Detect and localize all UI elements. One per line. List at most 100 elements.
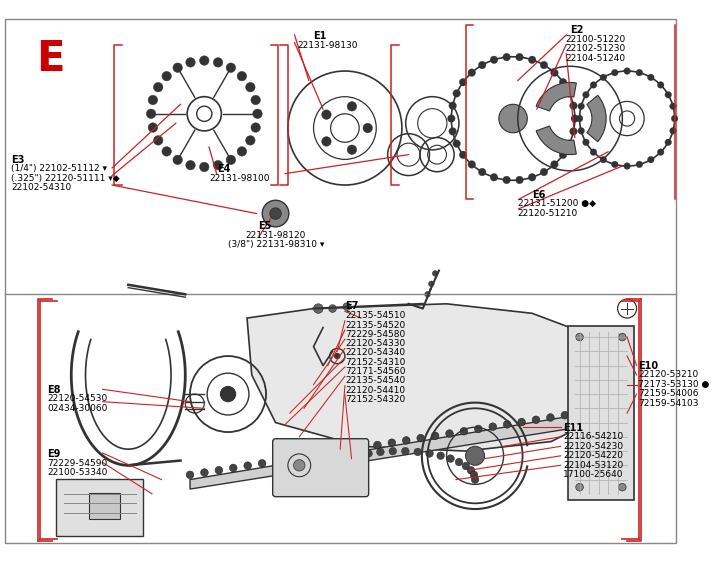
Text: E3: E3 — [11, 155, 25, 165]
Circle shape — [624, 163, 630, 169]
Circle shape — [258, 460, 266, 467]
Circle shape — [647, 74, 654, 81]
Circle shape — [377, 448, 384, 456]
Circle shape — [590, 407, 597, 414]
Circle shape — [604, 405, 612, 412]
Text: E5: E5 — [258, 221, 272, 231]
Circle shape — [447, 455, 455, 463]
Circle shape — [246, 135, 255, 145]
Wedge shape — [536, 83, 576, 111]
Circle shape — [636, 161, 643, 167]
Text: 22120-51210: 22120-51210 — [518, 209, 578, 218]
Circle shape — [459, 151, 467, 158]
Circle shape — [590, 149, 597, 156]
Circle shape — [402, 447, 409, 455]
Circle shape — [335, 458, 343, 466]
Circle shape — [468, 161, 475, 168]
Text: 22131-51200 ●◆: 22131-51200 ●◆ — [518, 200, 596, 209]
Circle shape — [226, 155, 236, 165]
Circle shape — [619, 483, 626, 491]
Circle shape — [551, 69, 558, 76]
Circle shape — [578, 103, 584, 110]
Circle shape — [426, 450, 433, 457]
Circle shape — [244, 462, 251, 469]
Circle shape — [578, 128, 584, 134]
Circle shape — [583, 139, 589, 146]
Text: 22102-51230: 22102-51230 — [566, 44, 626, 53]
Circle shape — [490, 174, 498, 181]
Circle shape — [173, 63, 183, 72]
Text: 22135-54520: 22135-54520 — [345, 321, 405, 330]
Circle shape — [334, 353, 340, 359]
Circle shape — [321, 137, 332, 146]
Circle shape — [465, 446, 485, 465]
Polygon shape — [247, 304, 608, 451]
Circle shape — [619, 333, 626, 341]
Circle shape — [246, 83, 255, 92]
Wedge shape — [536, 126, 576, 155]
Circle shape — [559, 79, 567, 86]
Circle shape — [253, 109, 262, 119]
Circle shape — [478, 168, 486, 176]
Circle shape — [200, 162, 209, 172]
Circle shape — [364, 450, 372, 457]
Circle shape — [431, 432, 439, 439]
Text: E9: E9 — [47, 449, 61, 459]
Text: 72171-54560: 72171-54560 — [345, 367, 405, 376]
Circle shape — [215, 466, 223, 474]
Circle shape — [330, 448, 338, 456]
Circle shape — [301, 452, 309, 460]
Circle shape — [669, 128, 677, 134]
Circle shape — [516, 176, 523, 184]
Text: 72229-54580: 72229-54580 — [345, 330, 405, 339]
Circle shape — [503, 53, 511, 61]
Circle shape — [374, 441, 381, 449]
Circle shape — [611, 69, 618, 76]
Circle shape — [624, 67, 630, 74]
Circle shape — [213, 58, 223, 67]
Text: E8: E8 — [47, 384, 61, 395]
Circle shape — [273, 457, 281, 465]
Text: 22120-54530: 22120-54530 — [47, 394, 107, 403]
Circle shape — [389, 447, 397, 455]
Circle shape — [657, 81, 664, 88]
Wedge shape — [587, 96, 606, 142]
Circle shape — [576, 409, 583, 416]
Circle shape — [347, 102, 357, 111]
Circle shape — [576, 333, 584, 341]
Circle shape — [657, 149, 664, 156]
Text: (.325") 22120-51111 ▾◆: (.325") 22120-51111 ▾◆ — [11, 174, 120, 183]
Text: 22100-51220: 22100-51220 — [566, 35, 626, 44]
Text: 22120-54220: 22120-54220 — [563, 451, 624, 460]
Text: 22120-54410: 22120-54410 — [345, 386, 405, 395]
Circle shape — [467, 466, 475, 474]
Circle shape — [459, 79, 467, 86]
Circle shape — [329, 462, 336, 470]
Circle shape — [226, 63, 236, 72]
Circle shape — [162, 147, 171, 156]
Circle shape — [471, 476, 479, 483]
Circle shape — [229, 464, 237, 472]
Circle shape — [528, 174, 536, 181]
Text: 72159-54006: 72159-54006 — [639, 389, 699, 398]
Circle shape — [532, 416, 540, 424]
Circle shape — [601, 406, 624, 429]
Text: (1/4") 22102-51112 ▾: (1/4") 22102-51112 ▾ — [11, 164, 107, 173]
Circle shape — [200, 469, 208, 477]
Text: 72173-53130 ●: 72173-53130 ● — [639, 380, 710, 389]
Text: E: E — [36, 38, 64, 80]
Circle shape — [221, 387, 236, 402]
Text: 72159-54103: 72159-54103 — [639, 399, 699, 408]
Text: 22131-98120: 22131-98120 — [245, 230, 306, 239]
Circle shape — [561, 411, 569, 419]
Text: E7: E7 — [345, 301, 358, 311]
Circle shape — [162, 71, 171, 81]
Circle shape — [428, 281, 434, 287]
Circle shape — [518, 418, 526, 426]
Circle shape — [665, 139, 672, 146]
Polygon shape — [190, 413, 608, 489]
Circle shape — [251, 123, 261, 132]
Circle shape — [455, 458, 463, 466]
Circle shape — [559, 151, 567, 158]
Circle shape — [237, 147, 246, 156]
